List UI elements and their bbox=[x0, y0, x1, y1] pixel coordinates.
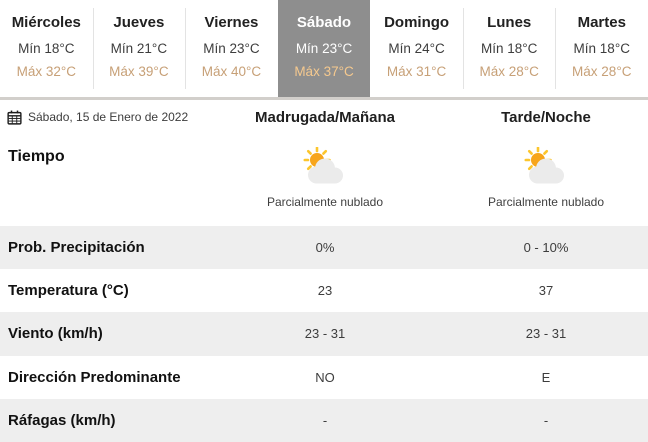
day-tab-domingo[interactable]: Domingo Mín 24°C Máx 31°C bbox=[370, 0, 463, 97]
column-header-tarde-noche: Tarde/Noche bbox=[501, 108, 591, 126]
day-tab-viernes[interactable]: Viernes Mín 23°C Máx 40°C bbox=[185, 0, 278, 97]
row-value-madrugada: - bbox=[322, 412, 328, 428]
day-label: Viernes bbox=[204, 14, 259, 31]
table-row-viento: Viento (km/h) 23 - 31 23 - 31 bbox=[0, 312, 648, 356]
day-tabs: Miércoles Mín 18°C Máx 32°C Jueves Mín 2… bbox=[0, 0, 648, 97]
row-value-madrugada: 0% bbox=[315, 240, 335, 256]
day-tab-jueves[interactable]: Jueves Mín 21°C Máx 39°C bbox=[92, 0, 186, 97]
day-tab-martes[interactable]: Martes Mín 18°C Máx 28°C bbox=[555, 0, 648, 97]
min-temp: Mín 23°C bbox=[203, 41, 260, 56]
max-temp: Máx 28°C bbox=[479, 64, 539, 79]
table-row-direccion: Dirección Predominante NO E bbox=[0, 356, 648, 399]
row-label-tiempo: Tiempo bbox=[8, 148, 65, 165]
max-temp: Máx 37°C bbox=[294, 64, 354, 79]
day-label: Miércoles bbox=[11, 14, 81, 31]
row-value-tarde: 23 - 31 bbox=[525, 326, 567, 342]
max-temp: Máx 40°C bbox=[201, 64, 262, 79]
date-text: Sábado, 15 de Enero de 2022 bbox=[28, 110, 189, 124]
day-tab-miercoles[interactable]: Miércoles Mín 18°C Máx 32°C bbox=[0, 0, 93, 97]
row-value-tarde: E bbox=[541, 369, 551, 385]
max-temp: Máx 32°C bbox=[16, 64, 76, 79]
min-temp: Mín 18°C bbox=[18, 41, 75, 56]
min-temp: Mín 21°C bbox=[110, 41, 168, 56]
day-label: Domingo bbox=[384, 14, 450, 31]
row-value-madrugada: NO bbox=[315, 369, 335, 385]
row-label: Prob. Precipitación bbox=[8, 239, 145, 257]
row-label: Temperatura (°C) bbox=[8, 282, 129, 300]
row-value-madrugada: 23 bbox=[317, 283, 333, 299]
min-temp: Mín 18°C bbox=[573, 41, 630, 56]
row-value-madrugada: 23 - 31 bbox=[304, 326, 346, 342]
tabs-divider bbox=[0, 97, 648, 100]
weather-cell-tarde: Parcialmente nublado bbox=[418, 134, 648, 226]
row-value-tarde: - bbox=[543, 412, 549, 428]
day-tab-sabado-selected[interactable]: Sábado Mín 23°C Máx 37°C bbox=[277, 0, 371, 97]
max-temp: Máx 28°C bbox=[572, 64, 632, 79]
max-temp: Máx 39°C bbox=[109, 64, 169, 79]
weather-row: Tiempo Parcialmente nublado bbox=[0, 134, 648, 226]
min-temp: Mín 24°C bbox=[388, 41, 445, 56]
forecast-table: Prob. Precipitación 0% 0 - 10% Temperatu… bbox=[0, 226, 648, 442]
selected-date: Sábado, 15 de Enero de 2022 bbox=[0, 110, 232, 125]
condition-text: Parcialmente nublado bbox=[487, 195, 605, 209]
row-label: Ráfagas (km/h) bbox=[8, 411, 116, 429]
min-temp: Mín 18°C bbox=[480, 41, 538, 56]
row-label: Viento (km/h) bbox=[8, 325, 103, 343]
row-value-tarde: 0 - 10% bbox=[523, 240, 569, 256]
day-label: Jueves bbox=[113, 14, 165, 31]
table-row-precipitacion: Prob. Precipitación 0% 0 - 10% bbox=[0, 226, 648, 270]
day-label: Sábado bbox=[296, 14, 352, 31]
partly-cloudy-icon bbox=[524, 146, 564, 184]
max-temp: Máx 31°C bbox=[386, 64, 447, 79]
min-temp: Mín 23°C bbox=[295, 41, 353, 56]
partly-cloudy-icon bbox=[303, 146, 343, 184]
day-tab-lunes[interactable]: Lunes Mín 18°C Máx 28°C bbox=[462, 0, 556, 97]
day-label: Martes bbox=[577, 14, 626, 31]
row-label: Dirección Predominante bbox=[8, 368, 181, 386]
weather-cell-madrugada: Parcialmente nublado bbox=[232, 134, 418, 226]
condition-text: Parcialmente nublado bbox=[266, 195, 384, 209]
column-header-madrugada-manana: Madrugada/Mañana bbox=[254, 108, 396, 126]
calendar-icon bbox=[7, 110, 22, 125]
row-value-tarde: 37 bbox=[538, 283, 554, 299]
day-label: Lunes bbox=[487, 14, 532, 31]
table-row-rafagas: Ráfagas (km/h) - - bbox=[0, 398, 648, 442]
table-row-temperatura: Temperatura (°C) 23 37 bbox=[0, 269, 648, 312]
detail-header: Sábado, 15 de Enero de 2022 Madrugada/Ma… bbox=[0, 100, 648, 134]
